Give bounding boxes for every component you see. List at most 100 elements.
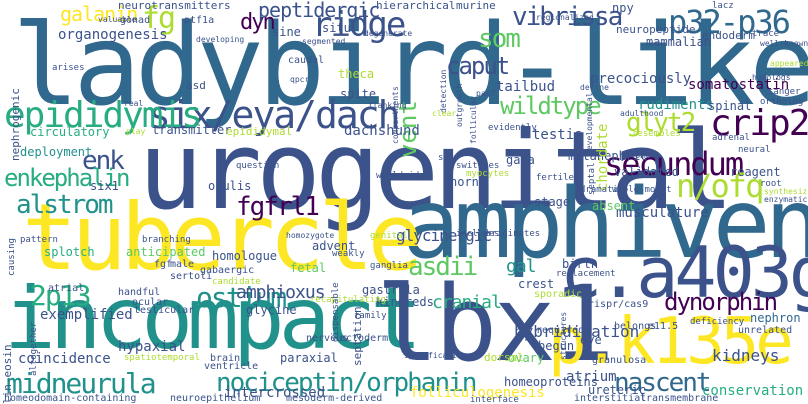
word-folliculogenesis: folliculogenesis — [410, 385, 545, 401]
word-adulthood: adulthood — [620, 109, 664, 118]
word-urogenital: urogenital — [138, 109, 734, 234]
word-developmental: developmental — [585, 92, 594, 155]
word-well-known: well-known — [760, 39, 808, 48]
word-begun: begun — [538, 339, 575, 353]
word-sine: sine — [272, 25, 301, 39]
word-nascent: nascent — [614, 368, 712, 398]
word-glycine: glycine — [246, 303, 297, 317]
word-regionalized: regionalized — [536, 13, 594, 22]
word-belongs: belongs — [614, 321, 657, 332]
word-detection: detection — [439, 69, 448, 113]
word-murine: murine — [456, 0, 496, 12]
word-dispensable: dispensable — [331, 282, 341, 342]
word-unrelated: unrelated — [738, 325, 793, 336]
word-trace: trace — [752, 29, 780, 39]
word-intercrossed: intercrossed — [224, 385, 326, 401]
word-p32-p36: p32-p36 — [668, 3, 791, 41]
word-mammalian: mammalian — [646, 35, 712, 49]
word-six1: six1 — [90, 179, 119, 193]
word-brain: brain — [210, 353, 241, 364]
word-anticipated: anticipated — [126, 245, 206, 259]
word-pattern: pattern — [20, 235, 58, 245]
word-homologs: homologs — [752, 73, 791, 82]
word-arises: arises — [52, 63, 85, 73]
word-incompact: incompact — [4, 269, 422, 369]
word-gastrula: gastrula — [362, 283, 420, 297]
word-segmented: segmented — [302, 37, 346, 46]
word-c-a403g: c.a403g — [560, 232, 808, 314]
word-deficiency: deficiency — [690, 317, 745, 327]
word-evidently: evidently — [488, 123, 537, 133]
word-transmembrane: transmembrane — [640, 393, 719, 404]
word-appeared: appeared — [770, 59, 808, 68]
word-myocytes: myocytes — [466, 169, 510, 179]
word-synthesize: synthesize — [764, 187, 808, 196]
word-stage: stage — [534, 195, 571, 209]
word-genital: genital — [370, 231, 408, 241]
word-lacz: lacz — [712, 1, 734, 11]
word-dachshund: dachshund — [344, 123, 420, 139]
word-tubercle: tubercle — [22, 184, 423, 291]
word-branching: branching — [142, 235, 191, 245]
word-exemplified: exemplified — [40, 307, 133, 323]
word-tailbud: tailbud — [496, 79, 556, 95]
word-absent: absent — [592, 199, 636, 213]
word-situ: situ — [322, 21, 351, 35]
word-developing: developing — [196, 35, 245, 44]
word-deployment: deployment — [20, 145, 93, 159]
word-npy: npy — [612, 1, 634, 15]
word-pax7: pax7 — [476, 89, 496, 98]
word-spinal: spinal — [708, 99, 752, 113]
word-alstrom: alstrom — [16, 190, 114, 220]
word-adrenal: adrenal — [712, 133, 750, 143]
word-required: required — [536, 325, 585, 336]
word-nephrogenic: nephrogenic — [9, 88, 22, 161]
word-granulosa: granulosa — [592, 355, 647, 366]
word-crispr-cas9: crispr/cas9 — [582, 299, 649, 310]
word-homeodomain-containing: homeodomain-containing — [4, 393, 137, 404]
word-transmitter: transmitter — [152, 123, 232, 137]
word-handful: handful — [118, 287, 161, 298]
word-glyt2: glyt2 — [626, 108, 696, 138]
word-wildtype: wildtype — [500, 92, 602, 120]
word-galanin: galanin — [60, 2, 138, 26]
word-chordate: chordate — [595, 123, 611, 191]
word-valuable: valuable — [98, 15, 137, 24]
word-enkephalin: enkephalin — [4, 164, 130, 192]
word-caudal: caudal — [288, 55, 325, 66]
word-ortholog: ortholog — [760, 97, 804, 107]
word-metanephric: metanephric — [568, 149, 648, 163]
word-homeoproteins: homeoproteins — [504, 375, 598, 389]
word-caput: caput — [446, 52, 510, 80]
word-fgf: fgf — [154, 259, 173, 270]
word-replacement: replacement — [556, 269, 616, 279]
word-endoderm: endoderm — [702, 29, 755, 42]
word-coincidence: coincidence — [18, 351, 111, 367]
word-worldwide: worldwide — [376, 171, 425, 181]
word-rudiments: rudiments — [638, 97, 714, 113]
word-fetal: fetal — [290, 261, 327, 275]
word-root: root — [760, 179, 782, 189]
word-precociously: precociously — [590, 71, 692, 87]
word-flanking: flanking — [368, 101, 407, 110]
word-sertoli: sertoli — [170, 271, 213, 282]
word-crip2: crip2 — [710, 103, 808, 144]
word-amphioxus: amphioxus — [236, 282, 326, 303]
word-real: real — [124, 99, 144, 108]
word-mesoderm-derived: mesoderm-derived — [286, 393, 383, 404]
word-horn: horn — [450, 175, 479, 189]
word-crest: crest — [518, 277, 555, 291]
word-testis: testis — [532, 127, 583, 143]
word-nephron: nephron — [750, 311, 801, 325]
word-organogenesis: organogenesis — [58, 27, 168, 43]
word-paraxial: paraxial — [280, 351, 338, 365]
word-originates: originates — [486, 229, 541, 239]
word-fertile: fertile — [536, 173, 574, 183]
word-recapitulating: recapitulating — [310, 295, 386, 305]
word-resembles: resembles — [632, 129, 681, 139]
word-kidneys: kidneys — [712, 346, 780, 365]
word-structures: structures — [559, 311, 568, 360]
word-splotch: splotch — [44, 245, 95, 259]
word-septal: septal — [587, 162, 597, 195]
